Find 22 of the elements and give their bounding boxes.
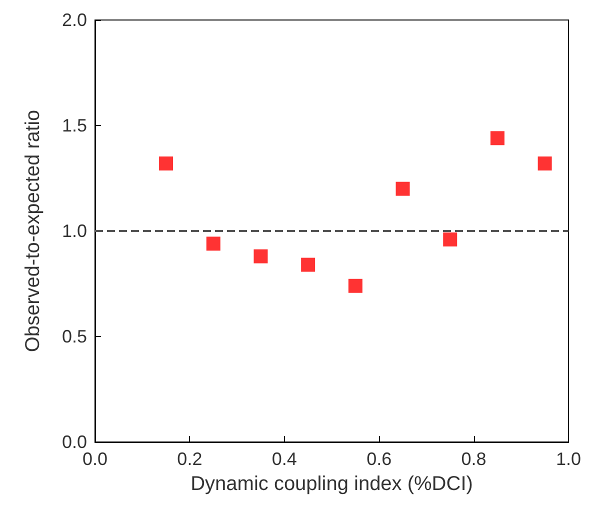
point (538, 156, 552, 170)
y-tick-label: 1.5 (62, 116, 87, 136)
y-tick-label: 1.0 (62, 221, 87, 241)
x-tick-label: 0.2 (177, 449, 202, 469)
y-axis-title: Observed-to-expected ratio (22, 110, 44, 352)
point (396, 182, 410, 196)
point (159, 156, 174, 170)
y-tick-label: 0.0 (62, 432, 87, 452)
x-tick-label: 0.8 (461, 449, 486, 469)
x-tick-label: 0.4 (272, 449, 297, 469)
y-tick-label: 2.0 (62, 10, 87, 30)
x-tick-label: 0.0 (82, 449, 108, 469)
point (254, 249, 268, 264)
point (206, 236, 220, 251)
point (301, 258, 316, 272)
point (348, 278, 362, 293)
point (490, 131, 504, 146)
x-axis-title: Dynamic coupling index (%DCI) (190, 473, 473, 495)
x-tick-label: 1.0 (556, 449, 582, 469)
point (443, 232, 458, 246)
y-tick-label: 0.5 (62, 326, 87, 346)
x-tick-label: 0.6 (366, 449, 392, 469)
